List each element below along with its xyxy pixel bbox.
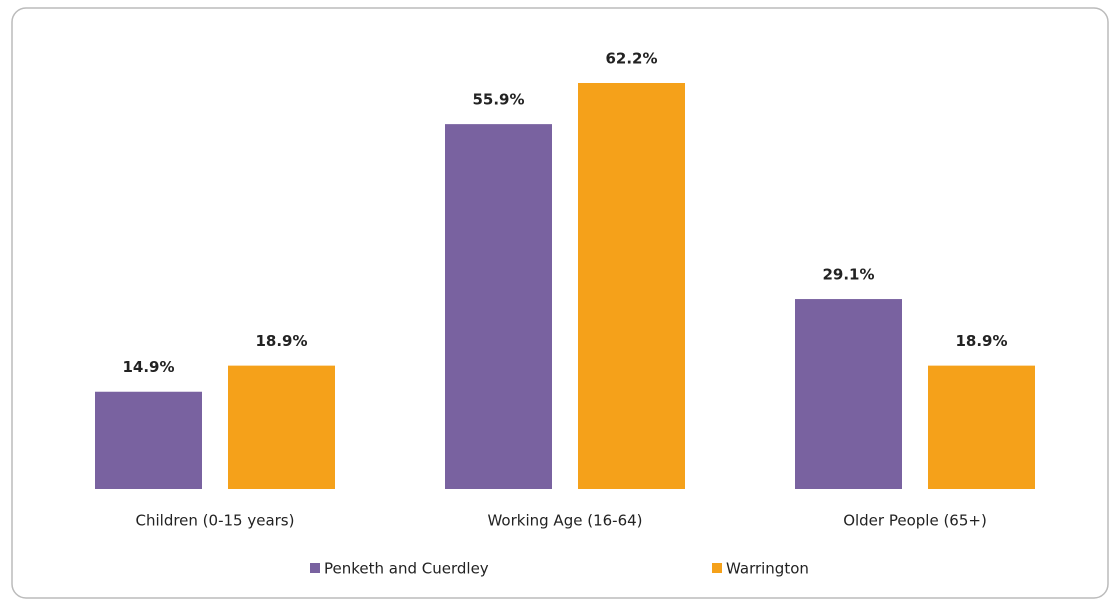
data-label: 62.2% xyxy=(605,50,657,68)
bar xyxy=(795,299,902,489)
x-tick-label: Children (0-15 years) xyxy=(136,512,295,530)
data-label: 55.9% xyxy=(472,91,524,109)
x-tick-label: Older People (65+) xyxy=(843,512,987,530)
bar xyxy=(445,124,552,489)
x-tick-label: Working Age (16-64) xyxy=(487,512,642,530)
chart-frame xyxy=(11,7,1109,599)
data-label: 18.9% xyxy=(955,332,1007,350)
bar xyxy=(228,365,335,489)
legend-swatch xyxy=(712,563,722,573)
legend-swatch xyxy=(310,563,320,573)
legend-label: Warrington xyxy=(726,560,809,578)
data-label: 14.9% xyxy=(122,358,174,376)
data-label: 18.9% xyxy=(255,332,307,350)
bar xyxy=(578,83,685,489)
bar xyxy=(928,365,1035,489)
bar xyxy=(95,391,202,489)
legend-label: Penketh and Cuerdley xyxy=(324,560,489,578)
data-label: 29.1% xyxy=(822,266,874,284)
